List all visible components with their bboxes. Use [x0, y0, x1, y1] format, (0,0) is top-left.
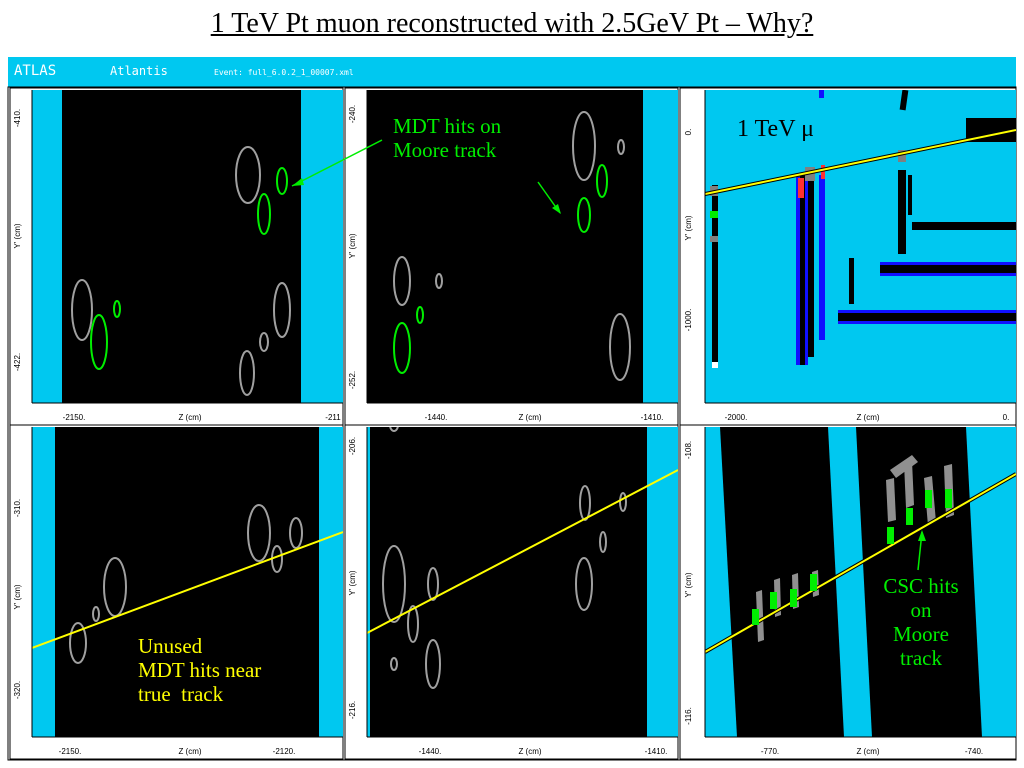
tev-muon-text: 1 TeV μ — [737, 116, 814, 142]
panel-5: Y' (cm) -206. -216. Z (cm) -1440. -1410. — [344, 424, 679, 760]
panel-3: Y' (cm) 0. -1000. Z (cm) -2000. 0. — [679, 87, 1017, 426]
p4-xtick-0: -2150. — [59, 747, 82, 756]
atlas-logo-text: ATLAS — [14, 63, 57, 79]
p4-ylabel: Y' (cm) — [13, 584, 22, 609]
p2-xtick-1: -1410. — [641, 413, 664, 422]
p6-xtick-0: -770. — [761, 747, 779, 756]
panel-1: Y' (cm) -410. -422. Z (cm) -2150. -211 — [9, 87, 344, 426]
mdt-arrow-1 — [291, 139, 383, 187]
csc-hits-text: CSC hits on Moore track — [883, 574, 959, 671]
mdt-hits-text: MDT hits on Moore track — [393, 114, 502, 163]
p2-ylabel: Y' (cm) — [348, 233, 357, 258]
unused-mdt-annotation: Unused MDT hits near true track — [138, 634, 261, 706]
p2-xlabel: Z (cm) — [518, 413, 541, 422]
p4-ytick-0: -310. — [13, 499, 22, 517]
p4-xlabel: Z (cm) — [178, 747, 201, 756]
p5-ytick-1: -216. — [348, 701, 357, 719]
panel-4: Y' (cm) -310. -320. Z (cm) -2150. -2120. — [9, 424, 344, 760]
p1-xtick-0: -2150. — [63, 413, 86, 422]
p4-xtick-1: -2120. — [273, 747, 296, 756]
event-filename: Event: full_6.0.2_1_00007.xml — [214, 68, 354, 77]
p6-ytick-0: -108. — [684, 441, 693, 459]
panel-6: Y' (cm) -108. -116. Z (cm) -770. -740. — [679, 424, 1017, 760]
csc-hits-annotation: CSC hits on Moore track — [866, 574, 976, 671]
atlantis-header-bar: ATLAS Atlantis Event: full_6.0.2_1_00007… — [8, 57, 1016, 87]
p2-ytick-0: -240. — [348, 105, 357, 123]
unused-mdt-text: Unused MDT hits near true track — [138, 634, 262, 707]
p1-ytick-0: -410. — [13, 109, 22, 127]
p2-ytick-1: -252. — [348, 371, 357, 389]
p1-ytick-1: -422. — [13, 353, 22, 371]
panel-2: Y' (cm) -240. -252. Z (cm) -1440. -1410. — [344, 87, 679, 426]
p3-xtick-0: -2000. — [725, 413, 748, 422]
p5-ylabel: Y' (cm) — [348, 570, 357, 595]
p3-xlabel: Z (cm) — [856, 413, 879, 422]
p1-xtick-1: -211 — [325, 413, 341, 422]
p6-ytick-1: -116. — [684, 707, 693, 725]
p3-ylabel: Y' (cm) — [684, 215, 693, 240]
p5-ytick-0: -206. — [348, 437, 357, 455]
mdt-hits-annotation: MDT hits on Moore track — [393, 114, 501, 162]
p5-xtick-1: -1410. — [645, 747, 668, 756]
p1-ylabel: Y' (cm) — [13, 223, 22, 248]
p3-xtick-1: 0. — [1003, 413, 1010, 422]
p3-ytick-1: -1000. — [684, 309, 693, 332]
tev-muon-label: 1 TeV μ — [737, 116, 814, 144]
p2-xtick-0: -1440. — [425, 413, 448, 422]
p3-ytick-0: 0. — [684, 129, 693, 136]
atlantis-app-name: Atlantis — [110, 64, 168, 78]
p4-ytick-1: -320. — [13, 681, 22, 699]
p6-ylabel: Y' (cm) — [684, 572, 693, 597]
p1-xlabel: Z (cm) — [178, 413, 201, 422]
p6-xtick-1: -740. — [965, 747, 983, 756]
p5-xlabel: Z (cm) — [518, 747, 541, 756]
p6-xlabel: Z (cm) — [856, 747, 879, 756]
slide-title: 1 TeV Pt muon reconstructed with 2.5GeV … — [210, 8, 814, 39]
p5-xtick-0: -1440. — [419, 747, 442, 756]
